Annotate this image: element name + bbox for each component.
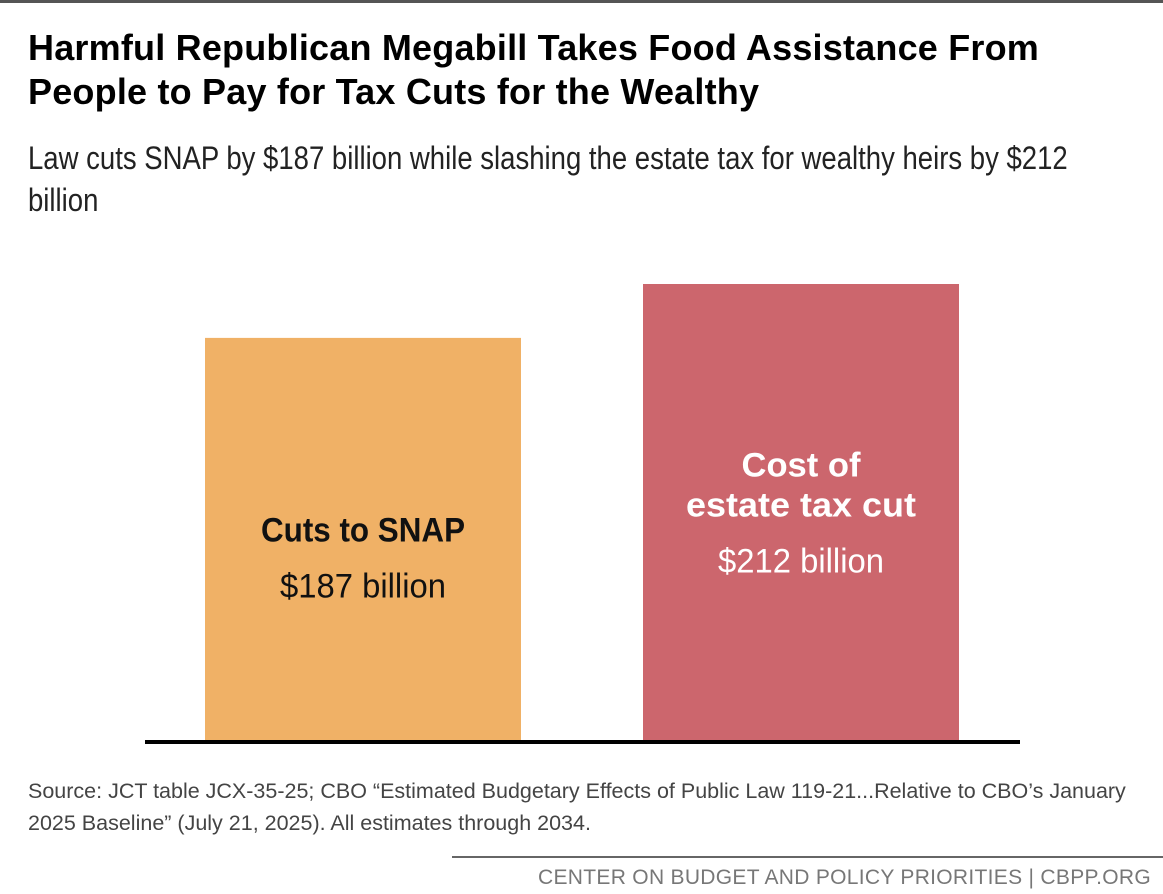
footer-credit: CENTER ON BUDGET AND POLICY PRIORITIES |… <box>538 866 1151 889</box>
bar-value-label-snap: $187 billion <box>280 567 446 605</box>
bar-label-estate-tax-line-1: Cost of <box>742 447 862 485</box>
top-rule <box>0 0 1163 3</box>
chart-title: Harmful Republican Megabill Takes Food A… <box>28 27 1040 112</box>
bar-label-estate-tax-line-2: estate tax cut <box>686 487 916 525</box>
chart-subtitle: Law cuts SNAP by $187 billion while slas… <box>28 140 1068 218</box>
source-note: Source: JCT table JCX-35-25; CBO “Estima… <box>28 779 1126 835</box>
bar-label-snap-line-1: Cuts to SNAP <box>261 511 465 549</box>
bar-snap <box>205 337 521 741</box>
bottom-rule <box>452 856 1163 858</box>
bar-value-label-estate-tax: $212 billion <box>718 543 884 581</box>
bar-estate-tax <box>643 284 959 741</box>
